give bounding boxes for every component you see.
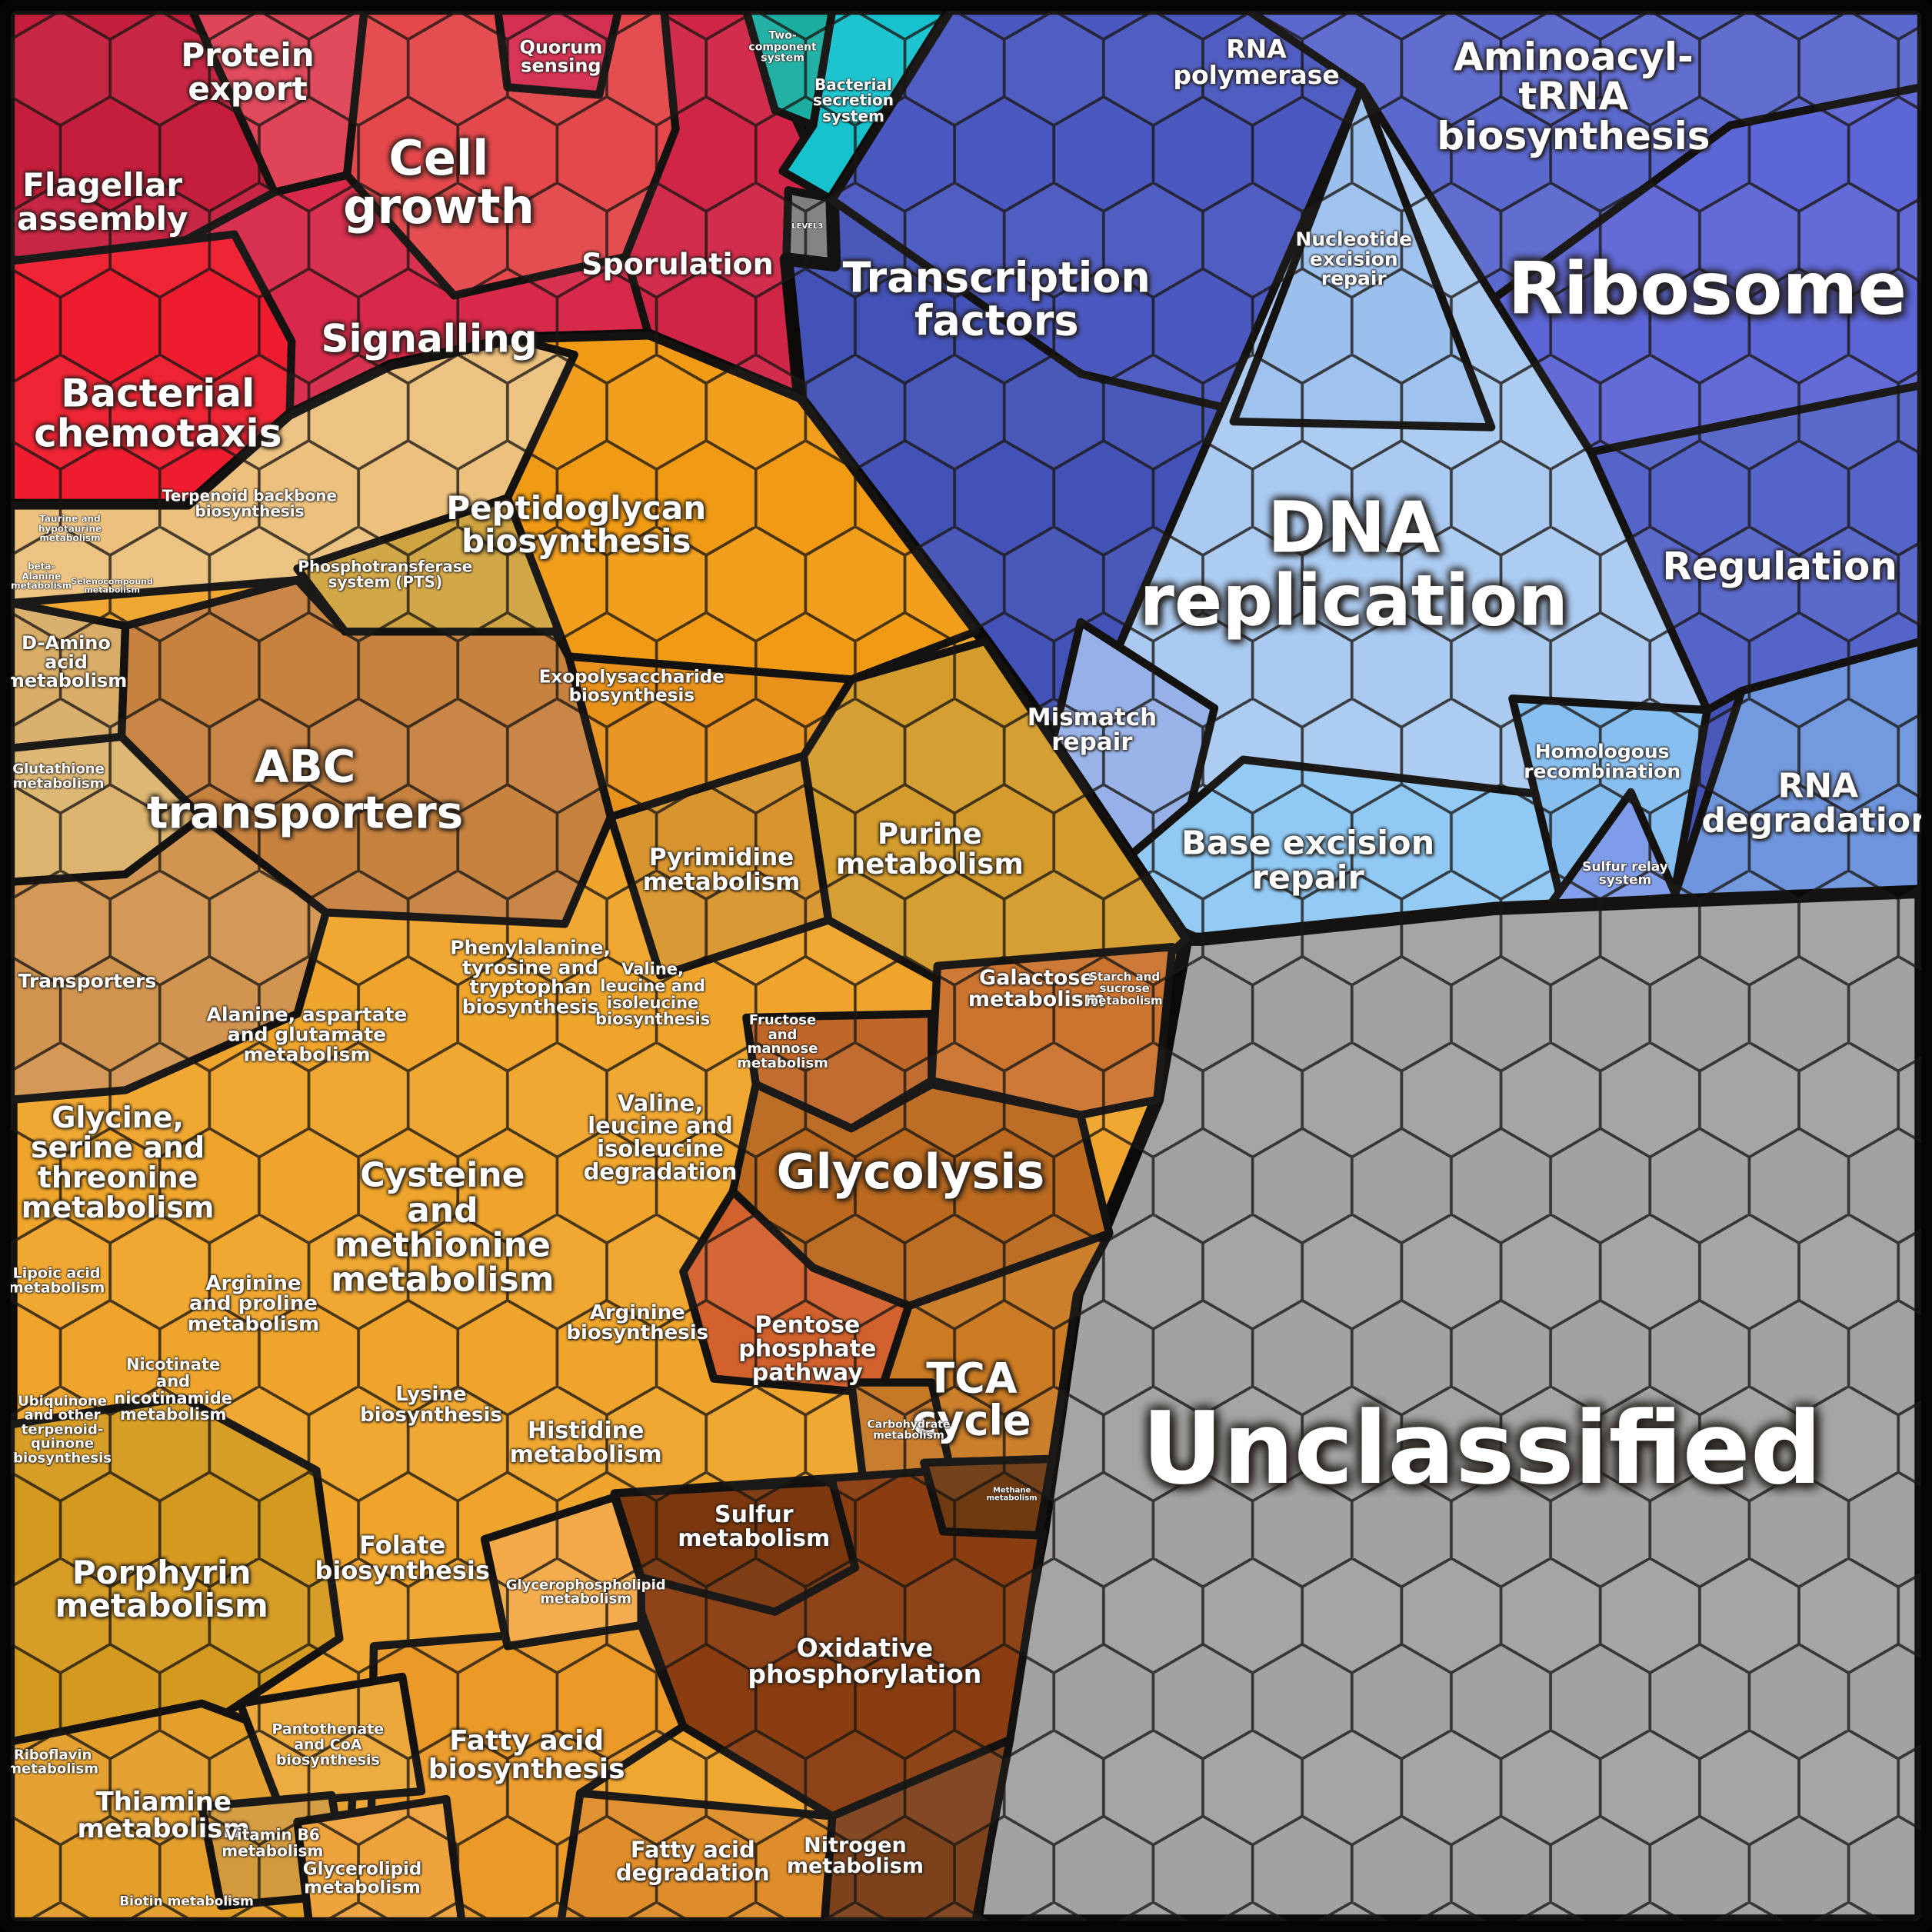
pantothenate-coa-biosynthesis-region[interactable] [235,1672,426,1807]
treemap-cells [11,11,1921,1921]
glycerolipid-metabolism-region[interactable] [293,1794,466,1921]
d-amino-acid-metabolism-region[interactable] [11,598,130,753]
quorum-sensing-region[interactable] [494,11,623,99]
treemap-canvas [11,11,1921,1921]
fatty-acid-degradation-region[interactable] [557,1789,837,1921]
methane-metabolism-region[interactable] [920,1454,1056,1540]
